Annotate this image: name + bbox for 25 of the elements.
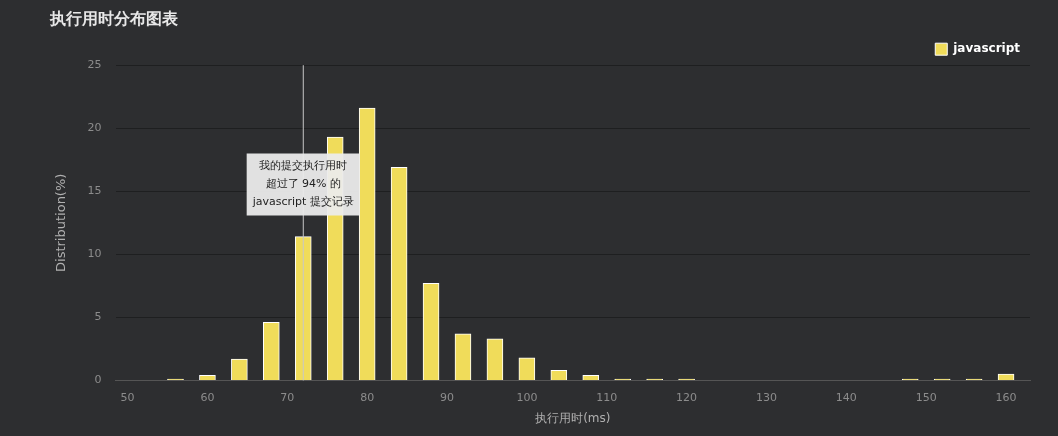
x-tick-label: 80 bbox=[360, 390, 375, 404]
annotation: 超过了 94% 的 bbox=[265, 177, 341, 191]
annotation: javascript 提交记录 bbox=[251, 195, 354, 209]
chart-title: 执行用时分布图表 bbox=[49, 8, 179, 28]
y-tick-label: 0 bbox=[94, 373, 102, 387]
x-tick-label: 110 bbox=[596, 390, 618, 404]
x-tick-label: 70 bbox=[280, 390, 295, 404]
x-tick-label: 90 bbox=[440, 390, 455, 404]
legend-label: javascript bbox=[952, 41, 1021, 56]
x-tick-label: 130 bbox=[755, 390, 777, 404]
y-tick-label: 20 bbox=[87, 121, 102, 135]
y-tick-label: 15 bbox=[87, 184, 102, 198]
y-tick-label: 5 bbox=[94, 310, 102, 324]
y-tick-label: 10 bbox=[87, 247, 102, 261]
x-tick-label: 50 bbox=[120, 390, 135, 404]
annotation: 我的提交执行用时 bbox=[259, 159, 348, 173]
y-axis-title: Distribution(%) bbox=[53, 173, 69, 272]
x-tick-label: 120 bbox=[676, 390, 698, 404]
x-tick-label: 160 bbox=[995, 390, 1017, 404]
x-tick-label: 150 bbox=[915, 390, 937, 404]
x-tick-label: 100 bbox=[516, 390, 538, 404]
x-tick-label: 60 bbox=[200, 390, 215, 404]
x-tick-label: 140 bbox=[835, 390, 857, 404]
y-tick-label: 25 bbox=[87, 58, 102, 72]
x-axis-title: 执行用时(ms) bbox=[535, 410, 611, 425]
